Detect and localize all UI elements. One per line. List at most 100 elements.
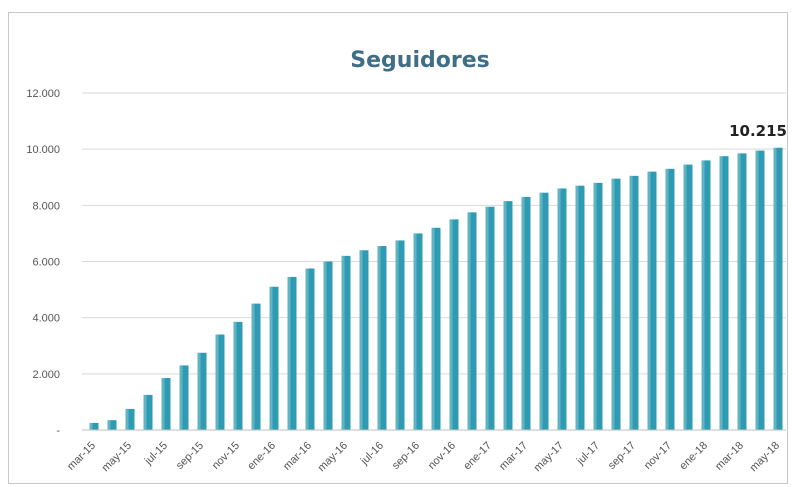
bar (89, 422, 99, 430)
bar (503, 201, 513, 430)
bar (395, 240, 405, 430)
x-tick-label: may-17 (532, 440, 566, 474)
x-tick-label: may-15 (100, 440, 134, 474)
x-tick-label: sep-17 (606, 440, 638, 472)
bar-highlight (719, 156, 723, 430)
bar (683, 164, 693, 431)
bar (161, 378, 171, 430)
bar-highlight (575, 185, 579, 430)
x-tick-label: jul-16 (358, 440, 386, 468)
bar (431, 227, 441, 430)
bar (647, 171, 657, 430)
x-tick-label: ene-16 (245, 440, 278, 473)
bar (737, 153, 747, 431)
bar (251, 303, 261, 430)
y-tick-label: - (56, 425, 60, 437)
x-tick-label: sep-16 (390, 440, 422, 472)
bar-highlight (485, 206, 489, 430)
y-tick-label: 4.000 (32, 313, 60, 325)
bar (233, 321, 243, 430)
bar (521, 196, 531, 430)
bar-highlight (287, 276, 291, 430)
bar (323, 261, 333, 430)
x-tick-label: jul-17 (574, 440, 602, 468)
bar-highlight (629, 175, 633, 430)
x-tick-label: mar-18 (713, 440, 746, 473)
x-tick-label: mar-17 (497, 440, 530, 473)
x-tick-label: ene-18 (677, 440, 710, 473)
bar-highlight (503, 201, 507, 430)
bar (539, 192, 549, 430)
x-axis: mar-15 may-15 jul-15 sep-15 nov-15 ene-16 mar-… (65, 429, 786, 474)
bar-highlight (521, 196, 525, 430)
x-tick-label: may-16 (316, 440, 350, 474)
bar-highlight (233, 321, 237, 430)
bar (305, 268, 315, 430)
bar-highlight (557, 188, 561, 430)
bar-highlight (305, 268, 309, 430)
chart-frame (8, 12, 788, 484)
bar-highlight (395, 240, 399, 430)
y-tick-label: 12.000 (26, 88, 60, 100)
x-tick-label: nov-15 (210, 440, 242, 472)
bar-highlight (197, 352, 201, 430)
bar (773, 147, 783, 430)
bar (377, 246, 387, 430)
bar (755, 150, 765, 430)
bar-highlight (467, 212, 471, 430)
bar (269, 286, 279, 430)
bar-highlight (755, 150, 759, 430)
bar-highlight (341, 255, 345, 430)
bar-highlight (683, 164, 687, 431)
bar-highlight (89, 422, 93, 430)
y-axis: - 2.000 4.000 6.000 8.000 10.000 12.000 (26, 88, 60, 437)
bar-highlight (539, 192, 543, 430)
x-tick-label: may-18 (748, 440, 782, 474)
bar-highlight (431, 227, 435, 430)
x-tick-label: mar-15 (65, 440, 98, 473)
bar (575, 185, 585, 430)
bars (89, 147, 783, 431)
y-tick-label: 10.000 (26, 144, 60, 156)
bar-highlight (701, 160, 705, 430)
bar (701, 160, 711, 430)
bar-highlight (251, 303, 255, 430)
bar (557, 188, 567, 430)
bar-highlight (413, 233, 417, 430)
bar-highlight (179, 365, 183, 430)
bar (215, 334, 225, 430)
x-tick-label: nov-16 (426, 440, 458, 472)
bar (125, 408, 135, 430)
x-tick-label: sep-15 (174, 440, 206, 472)
bar-highlight (215, 334, 219, 430)
bar-highlight (377, 246, 381, 430)
bar (197, 352, 207, 430)
bar-highlight (125, 408, 129, 430)
bar (665, 168, 675, 430)
x-tick-label: mar-16 (281, 440, 314, 473)
x-tick-label: nov-17 (642, 440, 674, 472)
bar-highlight (593, 182, 597, 430)
bar (719, 156, 729, 430)
bar (143, 394, 153, 430)
y-tick-label: 8.000 (32, 200, 60, 212)
y-tick-label: 6.000 (32, 257, 60, 269)
bar (485, 206, 495, 430)
bar-highlight (161, 378, 165, 430)
x-tick-label: jul-15 (142, 440, 170, 468)
bar (629, 175, 639, 430)
bar (287, 276, 297, 430)
bar-highlight (359, 250, 363, 430)
data-label: 10.215 (729, 122, 787, 140)
x-tick-label: ene-17 (461, 440, 494, 473)
y-tick-label: 2.000 (32, 369, 60, 381)
data-labels: 10.215 (729, 122, 787, 140)
bar (611, 178, 621, 430)
bar-highlight (449, 219, 453, 430)
bar (413, 233, 423, 430)
bar (179, 365, 189, 430)
bar-highlight (323, 261, 327, 430)
bar-highlight (665, 168, 669, 430)
bar-highlight (143, 394, 147, 430)
